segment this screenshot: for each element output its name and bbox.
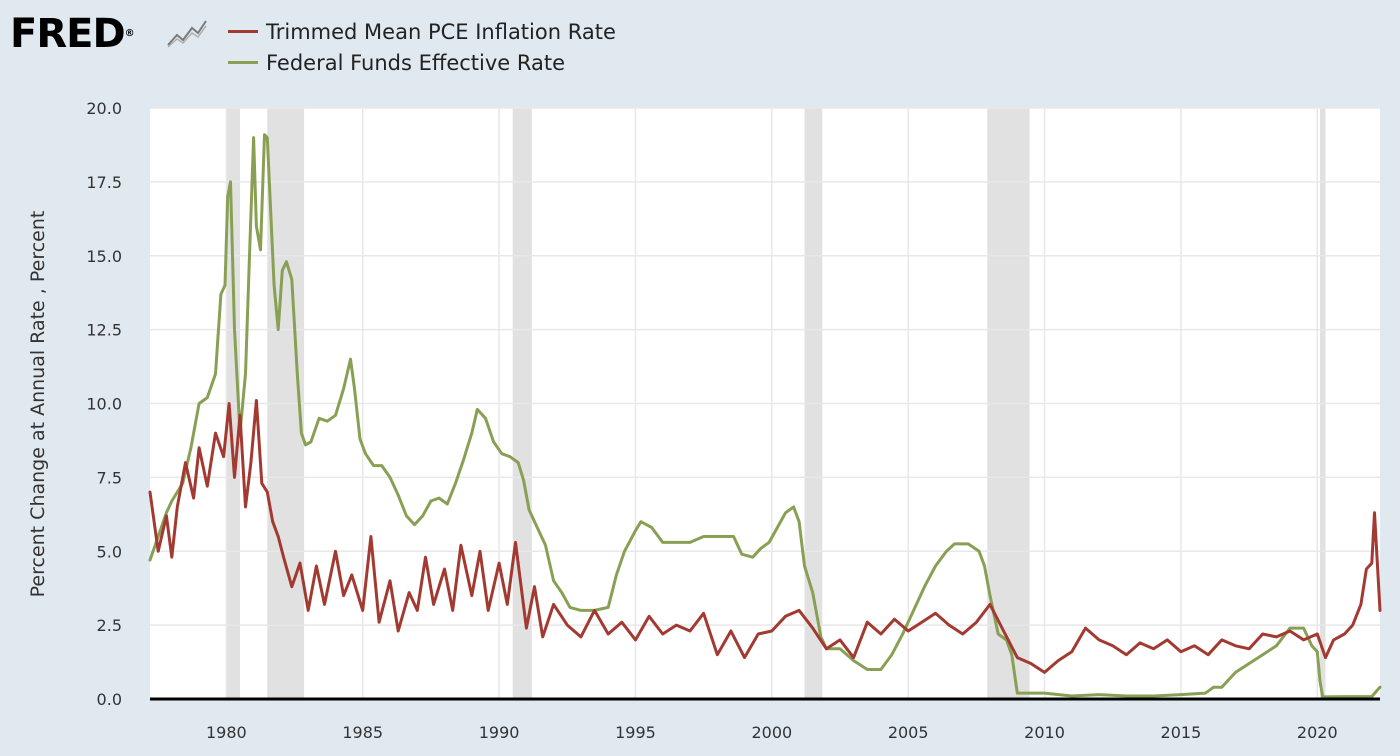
x-tick-label: 1980 <box>206 723 247 742</box>
x-tick-label: 1985 <box>342 723 383 742</box>
x-tick-label: 2010 <box>1024 723 1065 742</box>
fred-logo[interactable]: FRED® <box>10 11 135 57</box>
y-tick-label: 12.5 <box>86 321 122 340</box>
x-tick-label: 2000 <box>751 723 792 742</box>
x-tick-label: 2015 <box>1161 723 1202 742</box>
x-tick-label: 1990 <box>479 723 520 742</box>
legend-swatch-inflation <box>228 30 258 33</box>
legend-label-inflation: Trimmed Mean PCE Inflation Rate <box>266 20 616 44</box>
y-tick-label: 2.5 <box>97 616 122 635</box>
y-tick-label: 5.0 <box>97 542 122 561</box>
legend-item-fed-funds[interactable]: Federal Funds Effective Rate <box>228 51 565 75</box>
legend-item-inflation[interactable]: Trimmed Mean PCE Inflation Rate <box>228 20 616 44</box>
registered-mark: ® <box>124 28 135 39</box>
series-line-fed-funds <box>148 133 1382 699</box>
y-tick-label: 15.0 <box>86 247 122 266</box>
series-line-inflation <box>148 399 1382 674</box>
x-tick-label: 1995 <box>615 723 656 742</box>
x-tick-label: 2020 <box>1297 723 1338 742</box>
y-tick-label: 17.5 <box>86 173 122 192</box>
x-tick-label: 2005 <box>888 723 929 742</box>
y-tick-label: 0.0 <box>97 690 122 709</box>
y-tick-label: 20.0 <box>86 99 122 118</box>
y-tick-label: 10.0 <box>86 395 122 414</box>
line-chart-icon <box>166 17 208 49</box>
legend-swatch-fed-funds <box>228 61 258 64</box>
y-tick-label: 7.5 <box>97 468 122 487</box>
y-axis-title: Percent Change at Annual Rate , Percent <box>27 211 49 598</box>
legend-label-fed-funds: Federal Funds Effective Rate <box>266 51 566 75</box>
